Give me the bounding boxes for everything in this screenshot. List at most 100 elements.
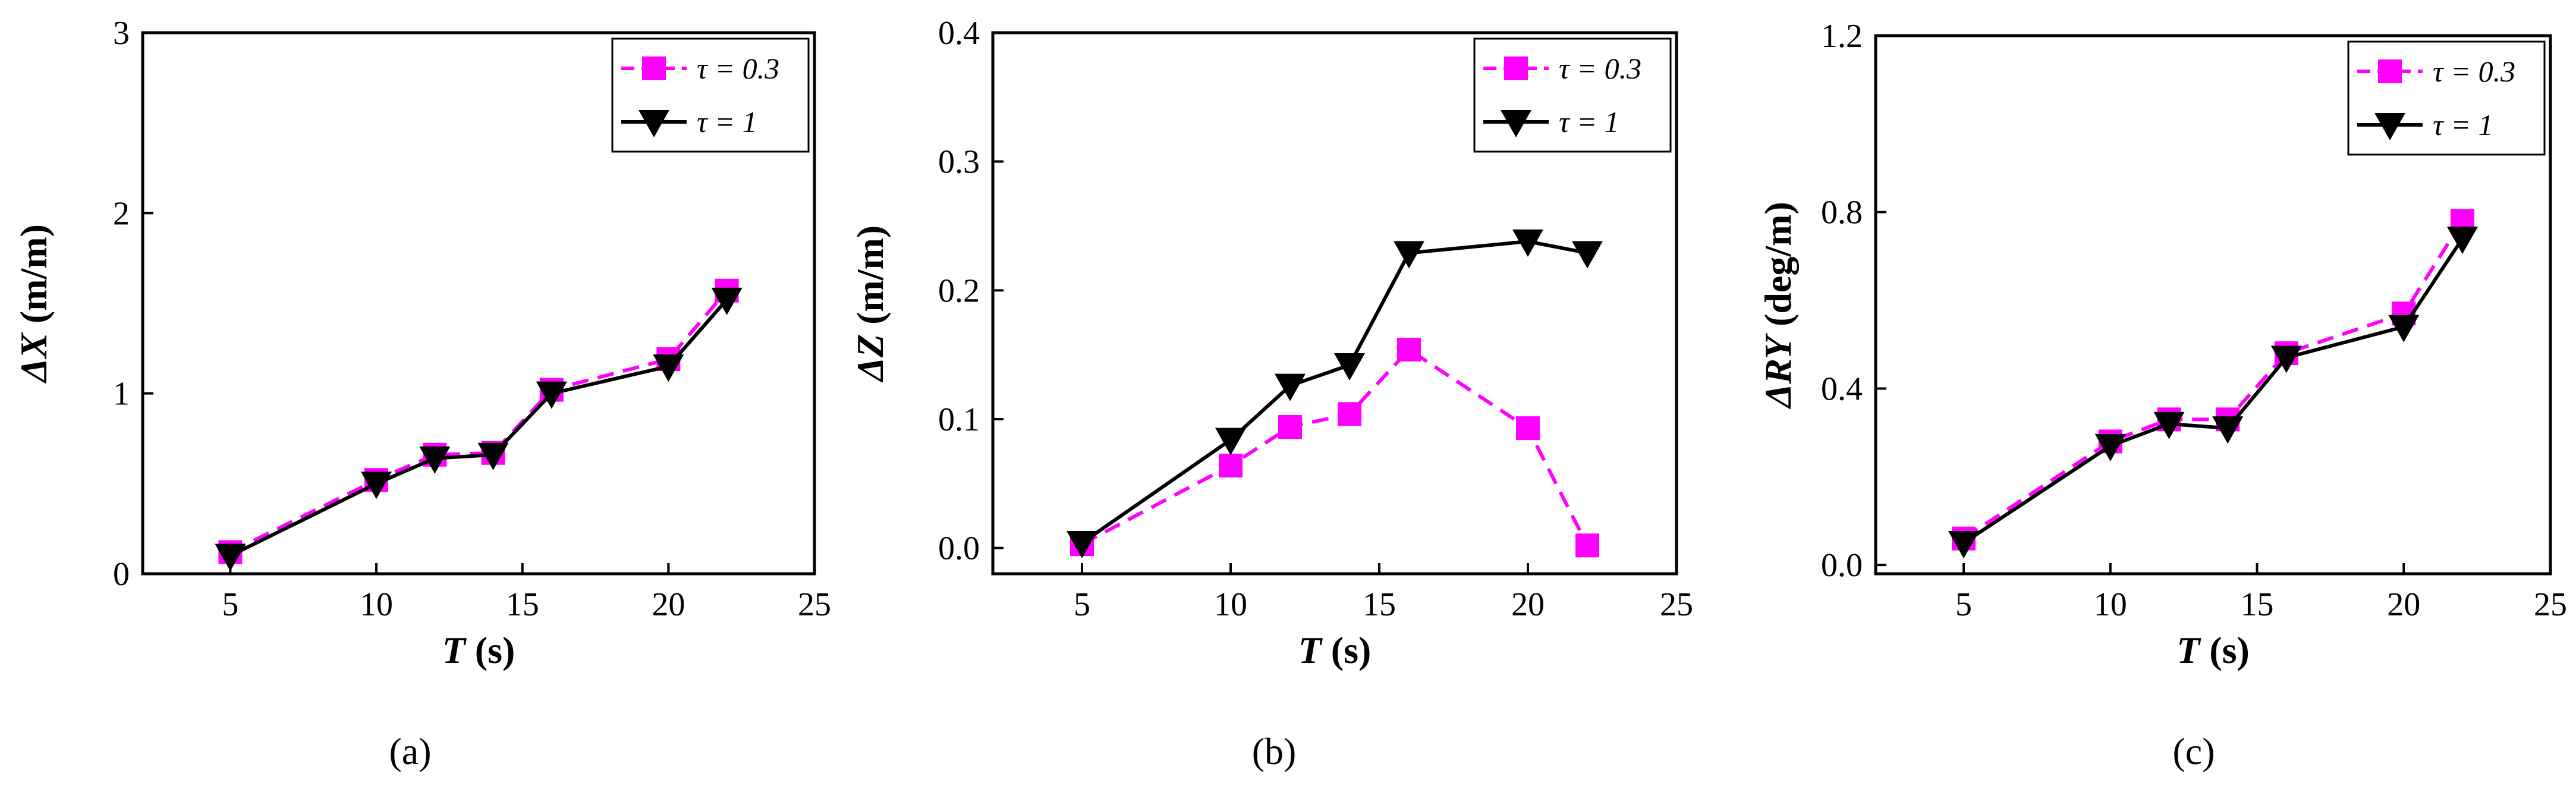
- data-point-tau-1: [1275, 373, 1306, 401]
- data-point-tau-1: [361, 471, 392, 499]
- legend-label-tau-0-3: τ = 0.3: [697, 52, 779, 85]
- data-point-tau-1: [653, 354, 684, 382]
- data-point-tau-0-3: [1219, 454, 1243, 477]
- x-tick-label: 25: [2534, 586, 2567, 623]
- panel-label: (b): [1252, 730, 1297, 772]
- data-point-tau-1: [2446, 227, 2478, 254]
- plot-frame: [141, 31, 816, 576]
- y-tick-label: 1: [113, 376, 130, 413]
- data-point-tau-0-3: [1278, 415, 1302, 439]
- x-tick-label: 10: [2094, 586, 2127, 623]
- series-line-tau-0-3: [1081, 347, 1589, 546]
- x-tick-label: 15: [2241, 586, 2274, 623]
- chart-panel-a: 5 10 15 20 25 0 1 2 3 T (s) ΔX (m/m) τ = 0.3 τ = 1 (a…: [12, 15, 831, 772]
- y-axis-label: ΔRY (deg/m): [1757, 202, 1799, 409]
- plot-frame: [991, 31, 1678, 576]
- series-line-tau-1: [1962, 237, 2464, 545]
- x-tick-label: 20: [1511, 586, 1545, 623]
- chart-panel-c: 5 10 15 20 25 0.0 0.4 0.8 1.2 T (s) ΔRY (deg/m) τ =…: [1757, 18, 2567, 772]
- y-tick-label: 0.4: [1821, 370, 1863, 407]
- legend: τ = 0.3 τ = 1: [2347, 40, 2546, 156]
- data-point-tau-1: [1067, 531, 1097, 558]
- series-line-tau-1: [1081, 239, 1588, 545]
- x-tick-label: 25: [1660, 586, 1693, 623]
- data-point-tau-0-3: [1516, 416, 1540, 441]
- x-tick-label: 5: [1074, 586, 1090, 623]
- x-tick-label: 15: [506, 586, 539, 623]
- legend-label-tau-1: τ = 1: [697, 105, 757, 139]
- x-tick-label: 15: [1363, 586, 1396, 623]
- y-tick-label: 0.2: [938, 272, 980, 309]
- data-point-tau-1: [536, 381, 567, 409]
- y-tick-label: 0.0: [938, 530, 980, 567]
- data-point-tau-1: [215, 543, 246, 571]
- legend-marker-square: [2378, 59, 2402, 83]
- legend-label-tau-0-3: τ = 0.3: [1559, 52, 1641, 85]
- data-point-tau-1: [1334, 353, 1365, 381]
- data-point-tau-0-3: [1397, 338, 1421, 362]
- y-tick-label: 0: [113, 556, 130, 593]
- panel-label: (c): [2172, 730, 2215, 772]
- y-tick-label: 3: [113, 15, 130, 52]
- legend: τ = 0.3 τ = 1: [1473, 37, 1672, 153]
- x-tick-label: 5: [222, 586, 238, 623]
- x-axis-label: T (s): [442, 629, 515, 671]
- series-line-tau-1: [229, 298, 728, 558]
- data-point-tau-1: [477, 442, 509, 470]
- y-axis-label-unit: (m/m): [12, 224, 55, 333]
- y-axis-label: ΔZ (m/m): [849, 225, 891, 383]
- y-axis-label: ΔX (m/m): [12, 224, 55, 384]
- data-point-tau-1: [711, 287, 743, 315]
- legend-marker-square: [642, 56, 666, 80]
- y-tick-label: 0.3: [938, 144, 980, 181]
- data-point-tau-1: [1572, 241, 1603, 269]
- x-tick-label: 10: [1214, 586, 1247, 623]
- data-point-tau-1: [2094, 433, 2126, 461]
- legend-label-tau-1: τ = 1: [2433, 108, 2493, 142]
- y-axis-label-variable: ΔRY: [1757, 333, 1799, 410]
- data-point-tau-1: [1394, 241, 1424, 269]
- y-tick-label: 0.0: [1821, 547, 1863, 584]
- x-tick-label: 5: [1955, 586, 1972, 623]
- y-axis-label-unit: (deg/m): [1757, 202, 1799, 336]
- y-tick-label: 0.1: [938, 401, 980, 438]
- x-axis-label-unit: (s): [2200, 629, 2250, 671]
- y-tick-label: 0.4: [938, 15, 980, 52]
- y-axis-label-unit: (m/m): [849, 225, 891, 334]
- x-tick-label: 20: [652, 586, 685, 623]
- legend-label-tau-1: τ = 1: [1559, 105, 1619, 139]
- data-point-tau-1: [1948, 531, 1980, 559]
- x-axis-label: T (s): [1298, 629, 1372, 671]
- data-point-tau-1: [2270, 345, 2302, 373]
- chart-panel-b: 5 10 15 20 25 0.0 0.1 0.2 0.3 0.4 T (s) ΔZ (m/m) τ =…: [849, 15, 1693, 772]
- y-axis-label-variable: ΔZ: [849, 334, 891, 383]
- x-axis-label-unit: (s): [1322, 629, 1372, 671]
- legend-marker-triangle: [1501, 110, 1531, 137]
- data-point-tau-1: [1512, 230, 1543, 257]
- data-point-tau-0-3: [1338, 402, 1361, 426]
- legend: τ = 0.3 τ = 1: [611, 37, 810, 153]
- legend-marker-triangle: [639, 110, 669, 137]
- x-tick-label: 20: [2387, 586, 2420, 623]
- x-axis-label-variable: T: [1298, 629, 1323, 671]
- data-point-tau-1: [2388, 315, 2420, 342]
- data-point-tau-1: [2212, 416, 2244, 444]
- x-tick-label: 10: [360, 586, 393, 623]
- data-point-tau-0-3: [1575, 533, 1599, 558]
- x-axis-label-variable: T: [442, 629, 467, 671]
- y-tick-label: 2: [113, 195, 130, 232]
- x-axis-label: T (s): [2176, 629, 2250, 671]
- data-point-tau-1: [1215, 427, 1246, 455]
- y-tick-label: 1.2: [1821, 18, 1863, 55]
- x-tick-label: 25: [798, 586, 831, 623]
- legend-marker-triangle: [2374, 113, 2405, 140]
- plot-frame: [1874, 34, 2552, 576]
- data-point-tau-1: [2153, 411, 2185, 439]
- legend-marker-square: [1504, 56, 1528, 80]
- series-line-tau-0-3: [229, 289, 728, 554]
- legend-label-tau-0-3: τ = 0.3: [2433, 55, 2515, 88]
- data-point-tau-1: [419, 446, 451, 474]
- x-axis-label-unit: (s): [465, 629, 515, 671]
- y-tick-label: 0.8: [1821, 194, 1863, 231]
